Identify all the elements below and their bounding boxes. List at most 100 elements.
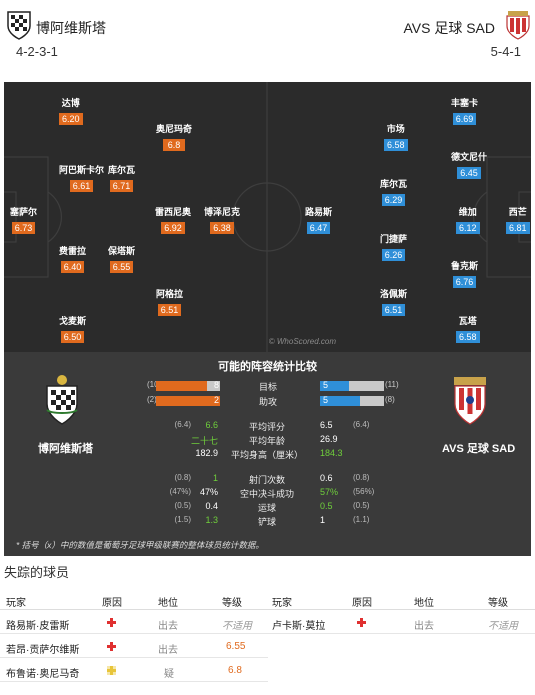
tackles-label: 铲球 <box>257 517 276 527</box>
missing-player-name[interactable]: 布鲁诺·奥尼马奇 <box>6 669 80 680</box>
dribbles-label: 运球 <box>257 503 276 513</box>
avg-rating-away-league: (6.4) <box>353 420 370 429</box>
goals-label: 目标 <box>259 382 278 392</box>
avg-rating-home: 6.6 <box>205 420 218 430</box>
player-home-7[interactable]: 博泽尼克 6.38 <box>204 207 241 234</box>
header-rating: 等级 <box>222 598 242 609</box>
player-home-8[interactable]: 费雷拉 6.40 <box>59 246 87 273</box>
home-team-name[interactable]: 博阿维斯塔 <box>36 20 106 36</box>
missing-player-rating: 6.55 <box>226 641 246 652</box>
goals-away-league: (11) <box>385 380 399 389</box>
stat-dribbles-row: (0.5) 0.4 运球 0.5 (0.5) <box>4 501 531 515</box>
avg-height-label: 平均身高（厘米） <box>230 450 303 460</box>
shots-home: 1 <box>212 473 218 483</box>
player-away-11[interactable]: 瓦塔 6.58 <box>456 314 480 345</box>
lineup-comparison: 可能的阵容统计比较 博阿维斯塔 AVS 足球 SAD (10 8 目标 5 (1… <box>4 352 531 556</box>
avg-age-home: 二十七 <box>190 436 218 446</box>
dribbles-home: 0.4 <box>205 501 218 511</box>
aerials-home: 47% <box>199 487 218 497</box>
goals-home-league: (10 <box>147 380 159 389</box>
player-home-3[interactable]: 阿巴斯卡尔 6.61 <box>59 165 105 192</box>
missing-player-rating: 6.8 <box>228 665 242 676</box>
shots-away-league: (0.8) <box>353 473 370 482</box>
stat-assists-row: (2) 2 助攻 5 (8) <box>4 395 531 407</box>
player-away-10[interactable]: 洛佩斯 6.51 <box>380 289 408 316</box>
doubt-icon <box>107 666 116 675</box>
pitch-markings <box>4 82 531 352</box>
missing-players-title: 失踪的球员 <box>4 565 70 580</box>
away-team-name[interactable]: AVS 足球 SAD <box>403 20 495 36</box>
missing-player-status: 出去 <box>414 621 434 632</box>
away-formation: 5-4-1 <box>490 44 521 59</box>
missing-player-rating: 不适用 <box>488 621 518 632</box>
player-away-3[interactable]: 德文尼什 6.45 <box>451 152 488 179</box>
home-team-label: 博阿维斯塔 <box>38 443 93 455</box>
player-away-1[interactable]: 丰塞卡 6.69 <box>451 98 479 125</box>
comparison-footnote: * 括号（x）中的数值是葡萄牙足球甲级联赛的整体球员统计数据。 <box>16 540 264 550</box>
aerials-away: 57% <box>320 487 339 497</box>
player-away-7[interactable]: 西芒 6.81 <box>506 205 530 236</box>
missing-player-status: 出去 <box>158 645 178 656</box>
assists-label: 助攻 <box>259 397 278 407</box>
missing-players-header: 玩家 原因 地位 等级 玩家 原因 地位 等级 <box>0 588 535 610</box>
player-home-5[interactable]: 塞萨尔 6.73 <box>10 207 38 234</box>
avg-rating-label: 平均评分 <box>248 422 285 432</box>
header-position: 地位 <box>158 598 178 609</box>
home-formation: 4-2-3-1 <box>16 44 58 59</box>
stat-goals-row: (10 8 目标 5 (11) <box>4 380 531 392</box>
player-away-2[interactable]: 市场 6.58 <box>384 122 408 153</box>
player-away-9[interactable]: 鲁克斯 6.76 <box>451 261 479 288</box>
tackles-home: 1.3 <box>205 515 218 525</box>
comparison-title: 可能的阵容统计比较 <box>218 361 317 373</box>
header-player: 玩家 <box>6 598 26 609</box>
red-cross-icon <box>107 642 116 651</box>
assists-home-value: 2 <box>214 395 220 405</box>
shots-label: 射门次数 <box>248 475 285 485</box>
player-home-2[interactable]: 奥尼玛奇 6.8 <box>156 124 193 151</box>
player-home-1[interactable]: 达博 6.20 <box>59 96 83 127</box>
avs-large-crest-icon <box>454 377 486 425</box>
goals-away-bar <box>320 381 349 391</box>
tackles-away: 1 <box>320 515 326 525</box>
missing-player-rating: 不适用 <box>222 621 252 632</box>
player-away-8[interactable]: 门捷萨 6.26 <box>380 234 408 261</box>
goals-away-value: 5 <box>323 380 329 390</box>
assists-away-league: (8) <box>385 395 395 404</box>
away-team-label: AVS 足球 SAD <box>442 443 516 455</box>
player-home-10[interactable]: 阿格拉 6.51 <box>156 289 184 316</box>
player-home-4[interactable]: 库尔瓦 6.71 <box>108 165 136 192</box>
goals-home-value: 8 <box>214 380 220 390</box>
header-reason-right: 原因 <box>352 598 372 609</box>
match-header: 博阿维斯塔 4-2-3-1 AVS 足球 SAD 5-4-1 <box>0 0 535 82</box>
pitch: 达博 6.20 奥尼玛奇 6.8 阿巴斯卡尔 6.61 库尔瓦 6.71 塞萨尔 6.73… <box>4 82 531 352</box>
red-cross-icon <box>357 618 366 627</box>
missing-player-status: 疑 <box>164 669 174 680</box>
stat-avg-age-row: 二十七 平均年龄 26.9 <box>4 434 531 448</box>
stat-tackles-row: (1.5) 1.3 铲球 1 (1.1) <box>4 515 531 529</box>
missing-player-name[interactable]: 路易斯·皮雷斯 <box>6 621 70 632</box>
avg-rating-away: 6.5 <box>320 420 333 430</box>
goals-away-bar-track <box>320 381 384 391</box>
player-away-6[interactable]: 维加 6.12 <box>456 205 480 236</box>
missing-player-name[interactable]: 若昂·贡萨尔维斯 <box>6 645 80 656</box>
player-away-5[interactable]: 路易斯 6.47 <box>305 207 333 234</box>
assists-home-bar <box>156 396 220 406</box>
player-home-11[interactable]: 戈麦斯 6.50 <box>59 316 87 343</box>
header-position-right: 地位 <box>414 598 434 609</box>
stat-avg-rating-row: (6.4) 6.6 平均评分 6.5 (6.4) <box>4 420 531 434</box>
shots-home-league: (0.8) <box>174 473 191 482</box>
missing-row: 路易斯·皮雷斯 出去 不适用 卢卡斯·莫拉 出去 不适用 <box>0 610 535 634</box>
aerials-home-league: (47%) <box>169 487 191 496</box>
player-home-9[interactable]: 保塔斯 6.55 <box>108 246 136 273</box>
missing-row: 布鲁诺·奥尼马奇 疑 6.8 <box>0 658 268 682</box>
avg-height-away: 184.3 <box>320 448 343 458</box>
missing-player-name[interactable]: 卢卡斯·莫拉 <box>272 621 326 632</box>
missing-player-status: 出去 <box>158 621 178 632</box>
tackles-home-league: (1.5) <box>174 515 191 524</box>
stat-avg-height-row: 182.9 平均身高（厘米） 184.3 <box>4 448 531 462</box>
header-player-right: 玩家 <box>272 598 292 609</box>
avg-age-label: 平均年龄 <box>248 436 285 446</box>
player-home-6[interactable]: 雷西尼奥 6.92 <box>155 207 192 234</box>
shots-away: 0.6 <box>320 473 333 483</box>
player-away-4[interactable]: 库尔瓦 6.29 <box>380 179 408 206</box>
